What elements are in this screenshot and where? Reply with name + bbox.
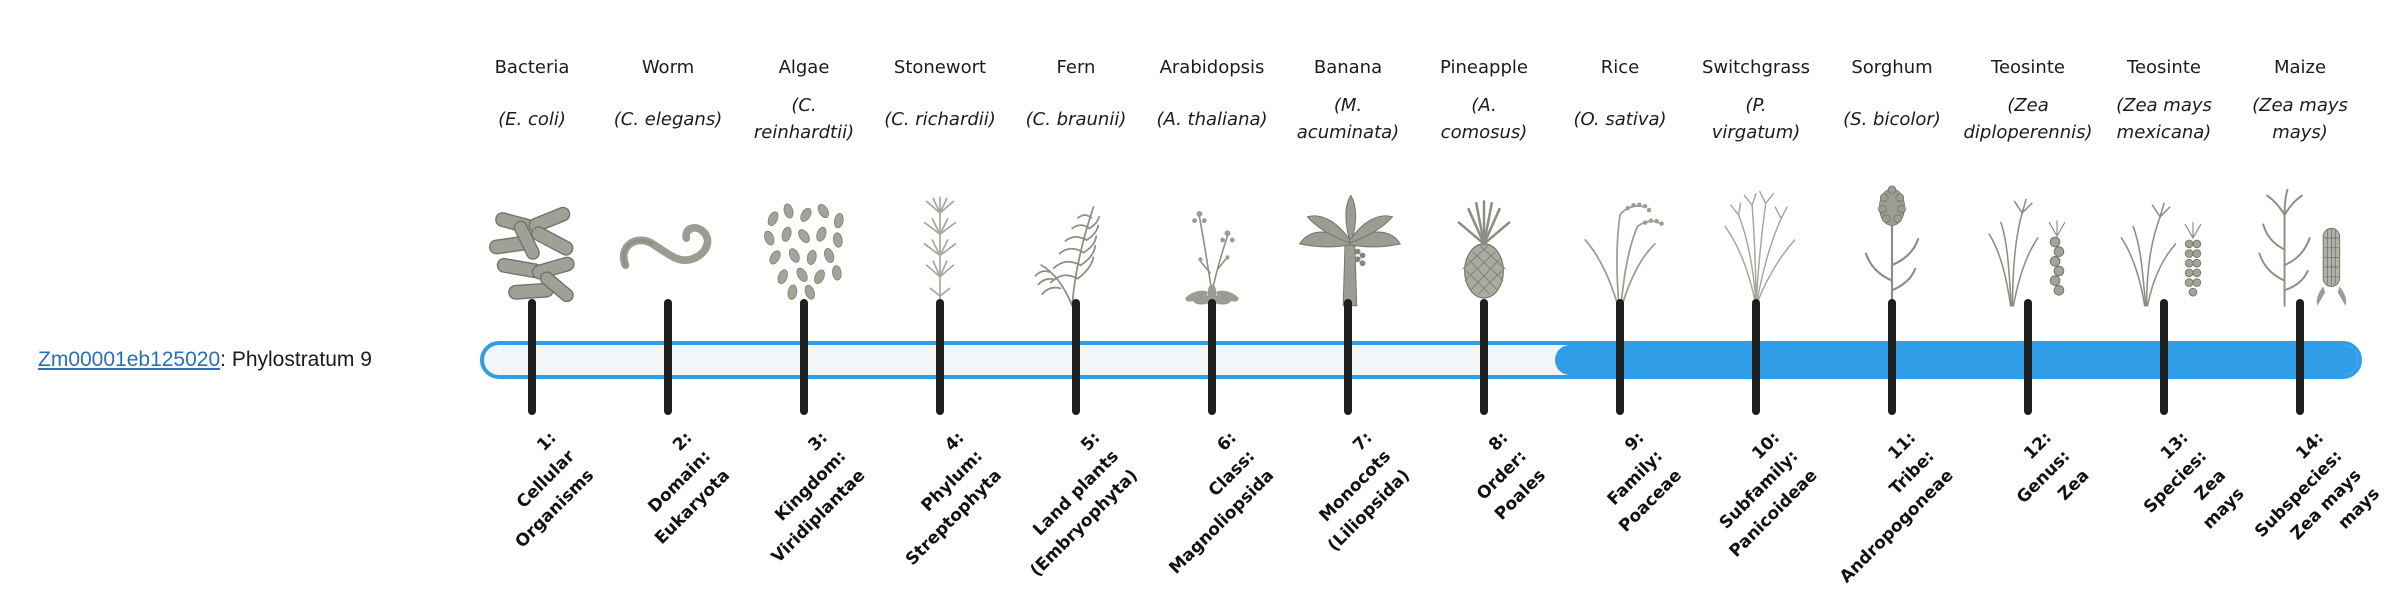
stratum-tick [1752,299,1760,415]
stratum-label: 8: Order: Poales [1473,428,1550,525]
stratum-label: 4: Phylum: Streptophyta [901,428,1006,570]
stratum-label: 1: Cellular Organisms [510,428,598,552]
stratum-label: 3: Kingdom: Viridiplantae [767,428,870,567]
stratum-scientific-name: (Zea mays mexicana) [2116,95,2212,143]
stratum-scientific-name: (A. thaliana) [1156,108,1268,130]
stratum-tick [1344,299,1352,415]
stratum-scientific-name-box: (Zea diploperennis) [1938,86,2118,152]
arabidopsis-icon [1142,165,1282,310]
stratum-scientific-name: (C. elegans) [613,108,723,130]
bacteria-icon [462,165,602,310]
stratum-common-name: Worm [641,57,695,78]
stratum-scientific-name: (O. sativa) [1573,108,1667,130]
stratum-tick [528,299,536,415]
stratum-scientific-name: (C. braunii) [1025,108,1127,130]
worm-icon [598,165,738,310]
stratum-common-name: Algae [778,57,830,78]
stratum-scientific-name: (C. richardii) [884,108,996,130]
algae-icon [734,165,874,310]
stratum-common-name: Sorghum [1851,57,1933,78]
stratum-scientific-name: (M. acuminata) [1296,95,1400,143]
stratum-tick [2160,299,2168,415]
stratum-common-name: Banana [1313,57,1383,78]
stratum-label: 14: Subspecies: Zea mays mays [2251,428,2385,544]
stratum-label: 13: Species: Zea mays [2139,428,2249,534]
stratum-label: 10: Subfamily: Panicoideae [1716,428,1822,562]
stratum-tick [1888,299,1896,415]
gene-label: Zm00001eb125020: Phylostratum 9 [38,347,372,373]
stratum-scientific-name: (A. comosus) [1440,95,1528,143]
stratum-scientific-name-box: (E. coli) [442,86,622,152]
stratum-common-name: Teosinte [2127,57,2201,78]
stratum-scientific-name-box: (Zea mays mexicana) [2074,86,2254,152]
stratum-scientific-name: (C. reinhardtii) [753,95,855,143]
rice-icon [1550,165,1690,310]
stratum-tick [2024,299,2032,415]
stratum-scientific-name-box: (A. thaliana) [1122,86,1302,152]
stratum-tick [2296,299,2304,415]
stratum-common-name: Teosinte [1991,57,2065,78]
pineapple-icon [1414,165,1554,310]
stratum-tick [664,299,672,415]
stonewort-icon [870,165,1010,310]
stratum-common-name: Bacteria [494,57,570,78]
phylostrata-fill [1555,345,2358,375]
stratum-common-name: Rice [1600,57,1640,78]
stratum-scientific-name-box: (A. comosus) [1394,86,1574,152]
stratum-label: 2: Domain: Eukaryota [644,428,734,549]
stratum-tick [1616,299,1624,415]
stratum-label: 11: Tribe: Andropogoneae [1836,428,1958,587]
stratum-scientific-name: (E. coli) [498,108,566,130]
teosinte-diploperennis-icon [1958,165,2098,310]
stratum-common-name: Switchgrass [1701,57,1811,78]
stratum-scientific-name: (P. virgatum) [1711,95,1801,143]
fern-icon [1006,165,1146,310]
stratum-scientific-name: (Zea mays mays) [2252,95,2348,143]
teosinte-mexicana-icon [2094,165,2234,310]
stratum-label: 5: Land plants (Embryophyta) [1026,428,1142,581]
stratum-scientific-name-box: (O. sativa) [1530,86,1710,152]
stratum-common-name: Pineapple [1440,57,1528,78]
maize-icon [2230,165,2370,310]
stratum-label: 12: Genus: Zea [2013,428,2094,508]
stratum-tick [1480,299,1488,415]
phylostrata-track [480,341,2362,379]
stratum-scientific-name-box: (M. acuminata) [1258,86,1438,152]
gene-link[interactable]: Zm00001eb125020 [38,348,221,371]
banana-icon [1278,165,1418,310]
stratum-scientific-name: (Zea diploperennis) [1963,95,2093,143]
stratum-scientific-name-box: (Zea mays mays) [2210,86,2390,152]
stratum-tick [800,299,808,415]
stratum-scientific-name-box: (C. reinhardtii) [714,86,894,152]
stratum-label: 9: Family: Poaceae [1603,428,1686,537]
stratum-common-name: Arabidopsis [1159,57,1265,78]
stratum-scientific-name-box: (P. virgatum) [1666,86,1846,152]
stratum-label: 6: Class: Magnoliopsida [1164,428,1278,579]
gene-phylostratum-text: : Phylostratum 9 [220,348,372,371]
stratum-scientific-name-box: (C. braunii) [986,86,1166,152]
stratum-scientific-name-box: (S. bicolor) [1802,86,1982,152]
stratum-tick [936,299,944,415]
stratum-label: 7: Monocots (Liliopsida) [1315,428,1414,556]
stratum-scientific-name: (S. bicolor) [1843,108,1941,130]
stratum-common-name: Maize [2273,57,2327,78]
stratum-common-name: Stonewort [893,57,987,78]
stratum-scientific-name-box: (C. elegans) [578,86,758,152]
stratum-common-name: Fern [1056,57,1096,78]
sorghum-icon [1822,165,1962,310]
stratum-tick [1072,299,1080,415]
stratum-scientific-name-box: (C. richardii) [850,86,1030,152]
switchgrass-icon [1686,165,1826,310]
stratum-tick [1208,299,1216,415]
